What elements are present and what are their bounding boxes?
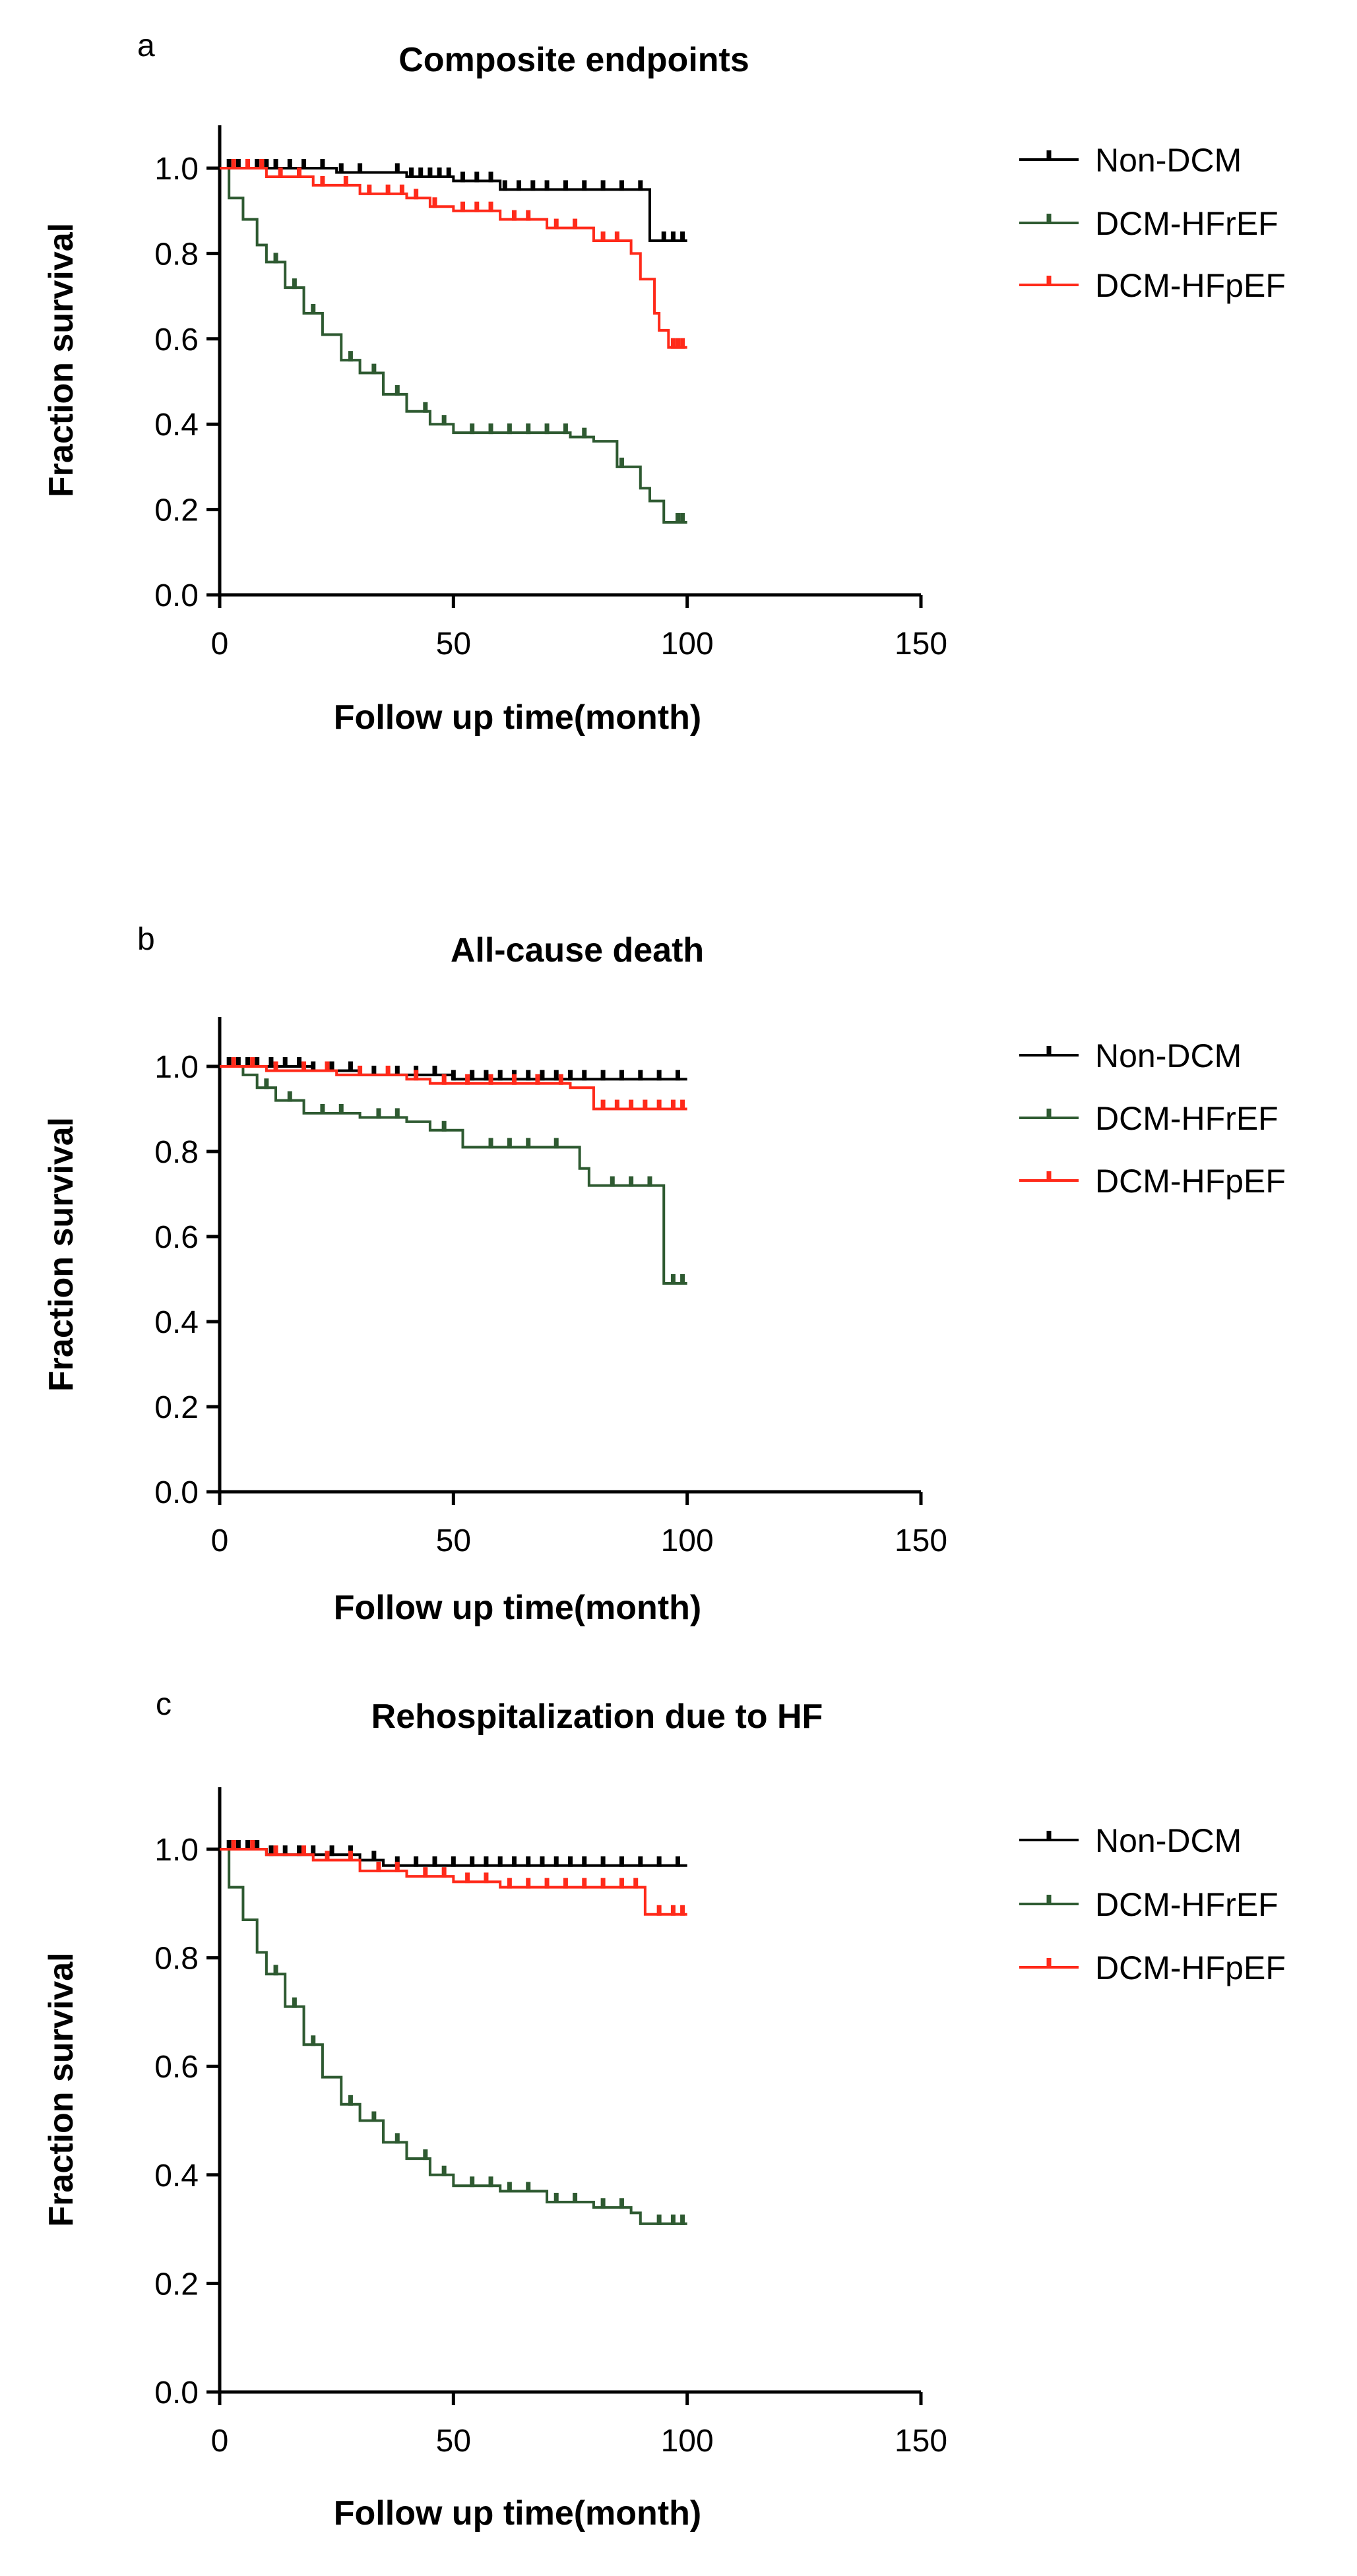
y-tick-label: 0.4 (154, 2159, 199, 2193)
legend-item: Non-DCM (1019, 1822, 1242, 1859)
chart-panel-a: a Composite endpoints 0.0 0.2 0.4 0.6 0.8 1.0 0 5… (42, 28, 1286, 737)
survival-curve (220, 1065, 687, 1285)
y-tick-label: 0.4 (154, 408, 199, 443)
x-axis-label: Follow up time(month) (334, 1589, 701, 1627)
y-tick-label: 0.2 (154, 493, 199, 528)
y-tick-label: 0.8 (154, 1942, 199, 1977)
legend-item: DCM-HFpEF (1019, 267, 1286, 304)
y-tick-label: 0.2 (154, 1390, 199, 1425)
x-tick-label: 150 (895, 1523, 947, 1558)
y-tick-label: 0.4 (154, 1305, 199, 1340)
series-dcm-hfref (220, 1065, 687, 1285)
chart-title: All-cause death (451, 931, 704, 969)
legend-item: Non-DCM (1019, 142, 1242, 179)
y-tick-label: 0.0 (154, 1475, 199, 1510)
legend-label: Non-DCM (1095, 142, 1242, 179)
legend-label: DCM-HFpEF (1095, 1949, 1286, 1986)
x-tick-label: 50 (436, 627, 471, 661)
chart-panel-c: c Rehospitalization due to HF 0.0 0.2 0.4 0.6… (42, 1687, 1286, 2532)
y-tick-label: 1.0 (154, 1833, 199, 1868)
x-tick-label: 50 (436, 2424, 471, 2459)
series-dcm-hfref (220, 167, 687, 524)
panel-letter: a (137, 28, 155, 63)
y-tick-label: 1.0 (154, 152, 199, 187)
x-tick-label: 0 (211, 2424, 229, 2459)
x-tick-label: 50 (436, 1523, 471, 1558)
chart-title: Composite endpoints (398, 41, 749, 79)
legend-label: Non-DCM (1095, 1822, 1242, 1859)
series-dcm-hfref (220, 1848, 687, 2225)
legend-item: Non-DCM (1019, 1037, 1242, 1074)
x-tick-label: 150 (895, 2424, 947, 2459)
series-dcm-hfpef (220, 1057, 687, 1111)
series-non-dcm (220, 159, 687, 242)
legend-label: DCM-HFrEF (1095, 1100, 1278, 1137)
survival-curve (220, 1848, 687, 2225)
legend-item: DCM-HFrEF (1019, 205, 1278, 242)
survival-curve (220, 167, 687, 349)
legend-item: DCM-HFpEF (1019, 1949, 1286, 1986)
chart-title: Rehospitalization due to HF (371, 1698, 823, 1736)
y-tick-label: 0.6 (154, 1220, 199, 1255)
x-tick-label: 100 (661, 1523, 714, 1558)
legend-label: DCM-HFrEF (1095, 205, 1278, 242)
x-tick-label: 0 (211, 627, 229, 661)
x-tick-label: 100 (661, 627, 714, 661)
legend-label: DCM-HFpEF (1095, 267, 1286, 304)
survival-curve (220, 1848, 687, 1916)
x-tick-label: 0 (211, 1523, 229, 1558)
y-tick-label: 0.0 (154, 578, 199, 613)
y-axis-label: Fraction survival (42, 1117, 80, 1392)
legend-label: Non-DCM (1095, 1037, 1242, 1074)
series-dcm-hfpef (220, 159, 687, 349)
x-axis-label: Follow up time(month) (334, 2494, 701, 2532)
y-tick-label: 0.6 (154, 2050, 199, 2085)
y-tick-label: 0.8 (154, 1135, 199, 1170)
y-tick-label: 0.8 (154, 237, 199, 272)
legend-item: DCM-HFrEF (1019, 1886, 1278, 1923)
legend-item: DCM-HFrEF (1019, 1100, 1278, 1137)
survival-curve (220, 167, 687, 524)
series-non-dcm (220, 1057, 687, 1081)
panel-letter: b (137, 922, 155, 957)
legend-item: DCM-HFpEF (1019, 1163, 1286, 1200)
y-axis-label: Fraction survival (42, 223, 80, 497)
survival-curve (220, 1065, 687, 1111)
x-tick-label: 150 (895, 627, 947, 661)
y-tick-label: 1.0 (154, 1050, 199, 1085)
panel-letter: c (156, 1687, 172, 1722)
x-axis-label: Follow up time(month) (334, 698, 701, 737)
y-tick-label: 0.0 (154, 2376, 199, 2410)
survival-curve (220, 167, 687, 242)
legend-label: DCM-HFpEF (1095, 1163, 1286, 1200)
series-dcm-hfpef (220, 1840, 687, 1916)
y-axis-label: Fraction survival (42, 1952, 80, 2226)
y-tick-label: 0.6 (154, 322, 199, 357)
legend-label: DCM-HFrEF (1095, 1886, 1278, 1923)
y-tick-label: 0.2 (154, 2267, 199, 2302)
chart-panel-b: b All-cause death 0.0 0.2 0.4 0.6 0.8 1.0 0 50 100… (42, 922, 1286, 1627)
x-tick-label: 100 (661, 2424, 714, 2459)
